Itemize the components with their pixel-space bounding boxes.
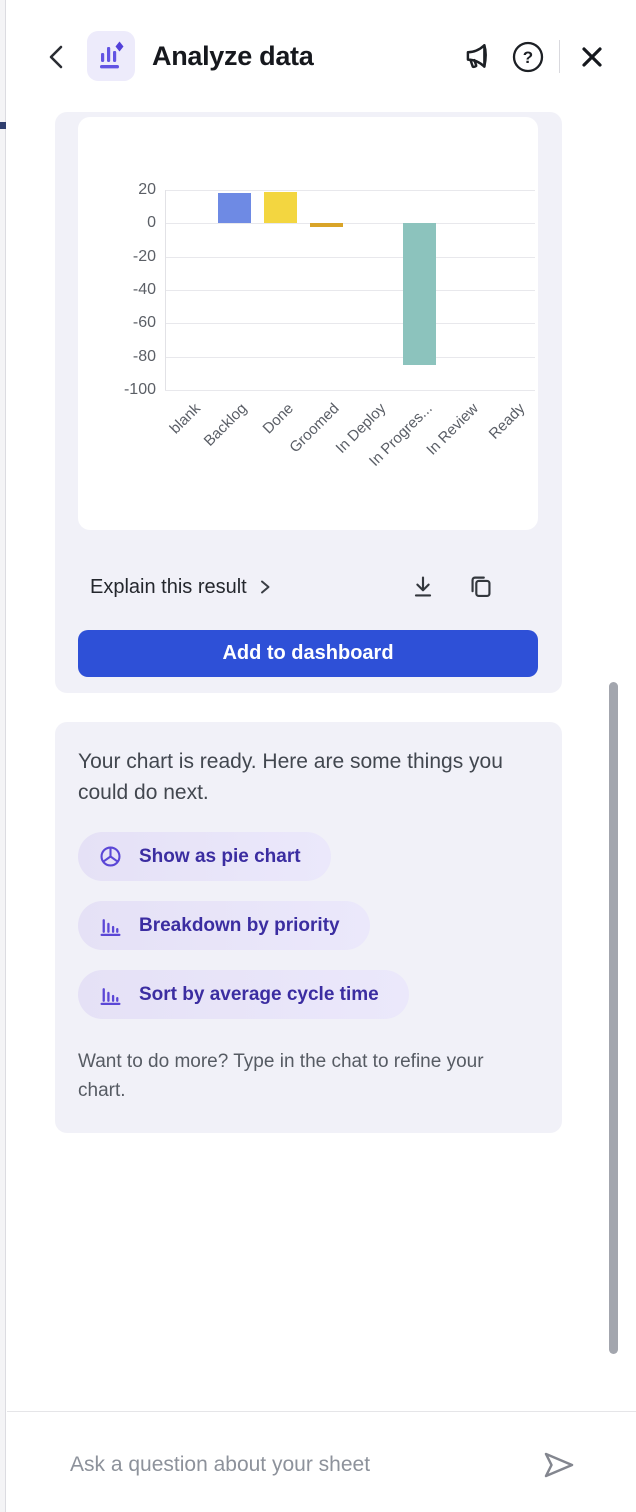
chart-gridline <box>165 223 535 225</box>
y-axis-tick-label: -20 <box>132 247 156 265</box>
chart-message-block: 20 0 -20 -40 -60 -80 -100 blank Backlog Done Groom… <box>55 112 562 693</box>
composer-divider <box>7 1411 636 1412</box>
chart-gridline <box>165 290 535 291</box>
close-icon <box>582 47 602 67</box>
suggestion-pill[interactable]: Show as pie chart <box>78 832 331 881</box>
y-axis-line <box>165 190 166 390</box>
suggestion-pill-label: Breakdown by priority <box>139 914 340 936</box>
chevron-left-icon <box>49 45 63 69</box>
y-axis-tick-label: 20 <box>138 181 156 198</box>
announcements-button[interactable] <box>460 39 496 75</box>
bar-chart-sparkle-icon <box>100 41 124 69</box>
chat-input[interactable] <box>70 1438 510 1492</box>
y-axis-tick-label: -100 <box>123 381 156 398</box>
app-edge-marker <box>0 122 6 129</box>
x-axis-tick-label: Backlog <box>200 400 251 450</box>
close-button[interactable] <box>574 39 610 75</box>
chart-card: 20 0 -20 -40 -60 -80 -100 blank Backlog Done Groom… <box>78 117 538 530</box>
app-background-edge <box>0 0 6 1512</box>
chevron-right-icon <box>260 580 270 594</box>
chart-gridline <box>165 356 535 358</box>
send-button[interactable] <box>538 1444 580 1486</box>
scrollbar-thumb[interactable] <box>609 682 618 1354</box>
help-icon: ? <box>512 41 544 73</box>
chart-gridline <box>165 323 535 325</box>
chart-gridline <box>165 256 535 258</box>
explain-result-label: Explain this result <box>90 575 247 598</box>
result-actions-row: Explain this result <box>90 570 530 604</box>
x-axis-tick-label: Groomed <box>286 400 343 457</box>
megaphone-icon <box>466 44 487 69</box>
download-icon <box>414 576 432 597</box>
add-to-dashboard-button[interactable]: Add to dashboard <box>78 630 538 677</box>
help-button[interactable]: ? <box>510 39 546 75</box>
y-axis-tick-label: 0 <box>147 214 156 232</box>
suggestion-pill[interactable]: Breakdown by priority <box>78 901 370 950</box>
bar-chart-icon <box>98 913 123 938</box>
x-axis-tick-label: blank <box>166 400 205 438</box>
y-axis-tick-label: -80 <box>132 347 156 365</box>
bar-chart: 20 0 -20 -40 -60 -80 -100 blank Backlog Done Groom… <box>78 117 538 530</box>
page-title: Analyze data <box>152 41 314 71</box>
bar-chart-icon <box>98 982 123 1007</box>
chart-gridline <box>165 190 535 191</box>
suggestion-pill-label: Sort by average cycle time <box>139 983 379 1005</box>
send-icon <box>544 1452 574 1478</box>
copy-button[interactable] <box>464 570 498 604</box>
header-divider <box>559 40 560 73</box>
chart-gridline <box>165 390 535 391</box>
copy-icon <box>471 576 491 597</box>
chart-bar-done <box>264 191 298 224</box>
explain-result-link[interactable]: Explain this result <box>90 576 271 599</box>
x-axis-tick-label: Done <box>259 400 297 438</box>
y-axis-tick-label: -40 <box>132 281 156 298</box>
chart-bar-backlog <box>217 193 251 224</box>
y-axis-tick-label: -60 <box>132 314 156 332</box>
svg-text:?: ? <box>523 48 533 67</box>
assistant-message-block: Your chart is ready. Here are some thing… <box>55 722 562 1133</box>
x-axis-tick-label: Ready <box>485 400 528 443</box>
pie-chart-icon <box>98 844 123 869</box>
back-button[interactable] <box>41 40 73 74</box>
analyze-data-logo <box>87 31 135 81</box>
assistant-footer-text: Want to do more? Type in the chat to ref… <box>78 1051 484 1101</box>
panel-header: Analyze data ? <box>7 0 636 100</box>
download-button[interactable] <box>406 570 440 604</box>
assistant-message: Your chart is ready. Here are some thing… <box>78 750 503 804</box>
chart-bar-in-progres- <box>402 223 436 365</box>
chart-bar-groomed <box>310 223 344 227</box>
suggestion-pill-label: Show as pie chart <box>139 845 301 867</box>
suggestion-pill[interactable]: Sort by average cycle time <box>78 970 409 1019</box>
